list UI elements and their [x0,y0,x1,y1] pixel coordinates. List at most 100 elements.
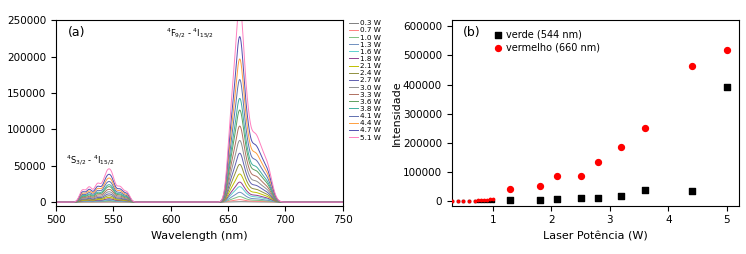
0.7 W [174,201,183,204]
2.1 W [51,201,60,204]
Line: 1.3 W: 1.3 W [56,192,342,202]
1.3 W [101,199,110,202]
0.7 W [101,200,110,203]
2.7 W [51,201,60,204]
3.0 W [84,196,93,199]
verde (544 nm) [639,188,651,192]
Point [484,197,496,201]
2.1 W [302,201,311,204]
Point [486,197,498,201]
1.0 W [51,201,60,204]
1.6 W [338,201,347,204]
3.8 W [302,201,311,204]
0.3 W [333,201,342,204]
5.1 W [333,201,342,204]
1.3 W [161,201,170,204]
verde (544 nm) [721,85,733,89]
3.0 W [338,201,347,204]
2.7 W [338,201,347,204]
2.4 W [161,201,170,204]
Line: 4.7 W: 4.7 W [56,37,342,202]
1.6 W [84,199,93,202]
Point [457,199,469,203]
vermelho (660 nm) [574,174,586,178]
1.8 W [338,201,347,204]
3.0 W [51,201,60,204]
2.4 W [338,201,347,204]
3.8 W [84,193,93,196]
Line: 3.3 W: 3.3 W [56,126,342,202]
2.4 W [333,201,342,204]
2.7 W [174,201,183,204]
4.7 W [84,188,93,191]
4.1 W [161,201,170,204]
0.3 W [84,201,93,204]
3.0 W [235,139,244,142]
3.3 W [235,124,244,128]
0.7 W [51,201,60,204]
4.4 W [235,57,244,60]
3.0 W [161,201,170,204]
verde (544 nm) [592,196,604,200]
4.1 W [338,201,347,204]
3.0 W [333,201,342,204]
4.1 W [302,201,311,204]
vermelho (660 nm) [615,145,627,149]
Point [451,199,463,203]
0.3 W [338,201,347,204]
1.0 W [101,200,110,203]
Text: $^4$S$_{3/2}$ - $^4$I$_{15/2}$: $^4$S$_{3/2}$ - $^4$I$_{15/2}$ [66,154,115,168]
5.1 W [174,201,183,204]
0.7 W [333,201,342,204]
4.4 W [302,201,311,204]
2.1 W [161,201,170,204]
2.4 W [302,201,311,204]
1.6 W [51,201,60,204]
Point [446,199,458,203]
Point [469,199,481,203]
4.4 W [333,201,342,204]
Point [457,199,469,203]
2.7 W [333,201,342,204]
Line: 0.7 W: 0.7 W [56,200,342,202]
3.6 W [174,201,183,204]
5.1 W [302,201,311,204]
0.7 W [338,201,347,204]
Point [446,199,458,203]
vermelho (660 nm) [504,187,516,191]
3.0 W [302,201,311,204]
1.8 W [174,201,183,204]
Text: (b): (b) [463,26,481,39]
0.3 W [101,200,110,203]
3.8 W [333,201,342,204]
X-axis label: Wavelength (nm): Wavelength (nm) [151,231,248,241]
1.8 W [333,201,342,204]
5.1 W [101,172,110,175]
2.4 W [51,201,60,204]
3.6 W [302,201,311,204]
3.0 W [174,201,183,204]
3.6 W [84,194,93,197]
4.4 W [338,201,347,204]
Point [475,199,487,203]
Line: 1.0 W: 1.0 W [56,197,342,202]
4.4 W [161,201,170,204]
verde (544 nm) [686,189,698,193]
Point [481,199,493,203]
Text: (a): (a) [67,26,85,39]
0.3 W [235,200,244,203]
2.7 W [84,197,93,200]
Line: 2.4 W: 2.4 W [56,164,342,202]
Text: $^4$F$_{9/2}$ - $^4$I$_{15/2}$: $^4$F$_{9/2}$ - $^4$I$_{15/2}$ [166,26,214,41]
2.1 W [174,201,183,204]
1.6 W [333,201,342,204]
1.6 W [174,201,183,204]
2.4 W [174,201,183,204]
5.1 W [338,201,347,204]
1.3 W [338,201,347,204]
3.3 W [161,201,170,204]
4.7 W [161,201,170,204]
Line: 4.1 W: 4.1 W [56,80,342,202]
5.1 W [161,201,170,204]
Point [463,199,475,203]
